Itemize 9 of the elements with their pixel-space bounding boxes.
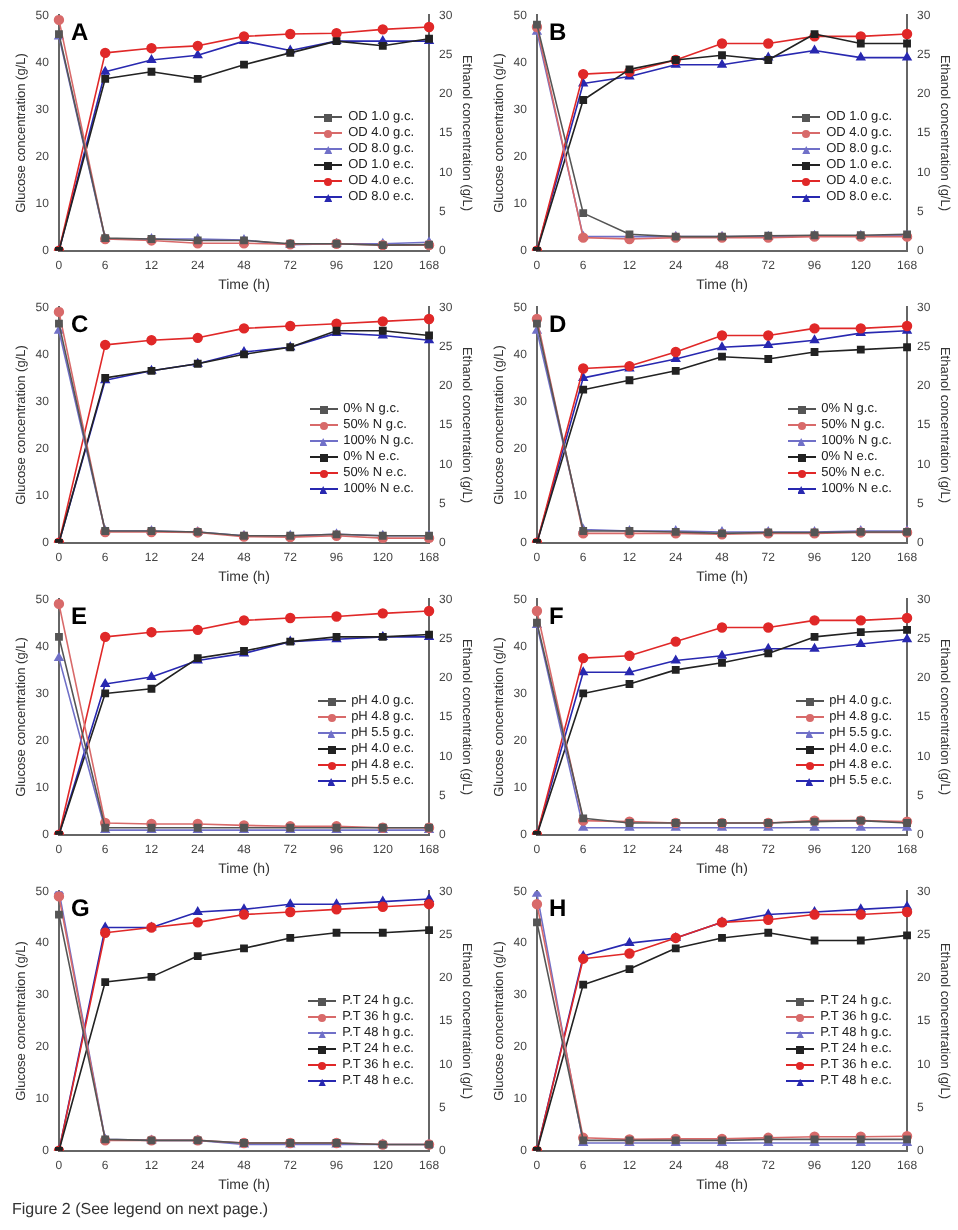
annotation: E	[70, 601, 87, 630]
annotation: G	[70, 893, 90, 922]
annotation: H	[548, 893, 567, 922]
annotation: A	[70, 17, 89, 46]
caption: Figure 2 (See legend on next page.)	[12, 1200, 269, 1218]
annotation: B	[548, 17, 567, 46]
annotation: C	[70, 309, 89, 338]
annotation: F	[548, 601, 564, 630]
annotation: D	[548, 309, 567, 338]
